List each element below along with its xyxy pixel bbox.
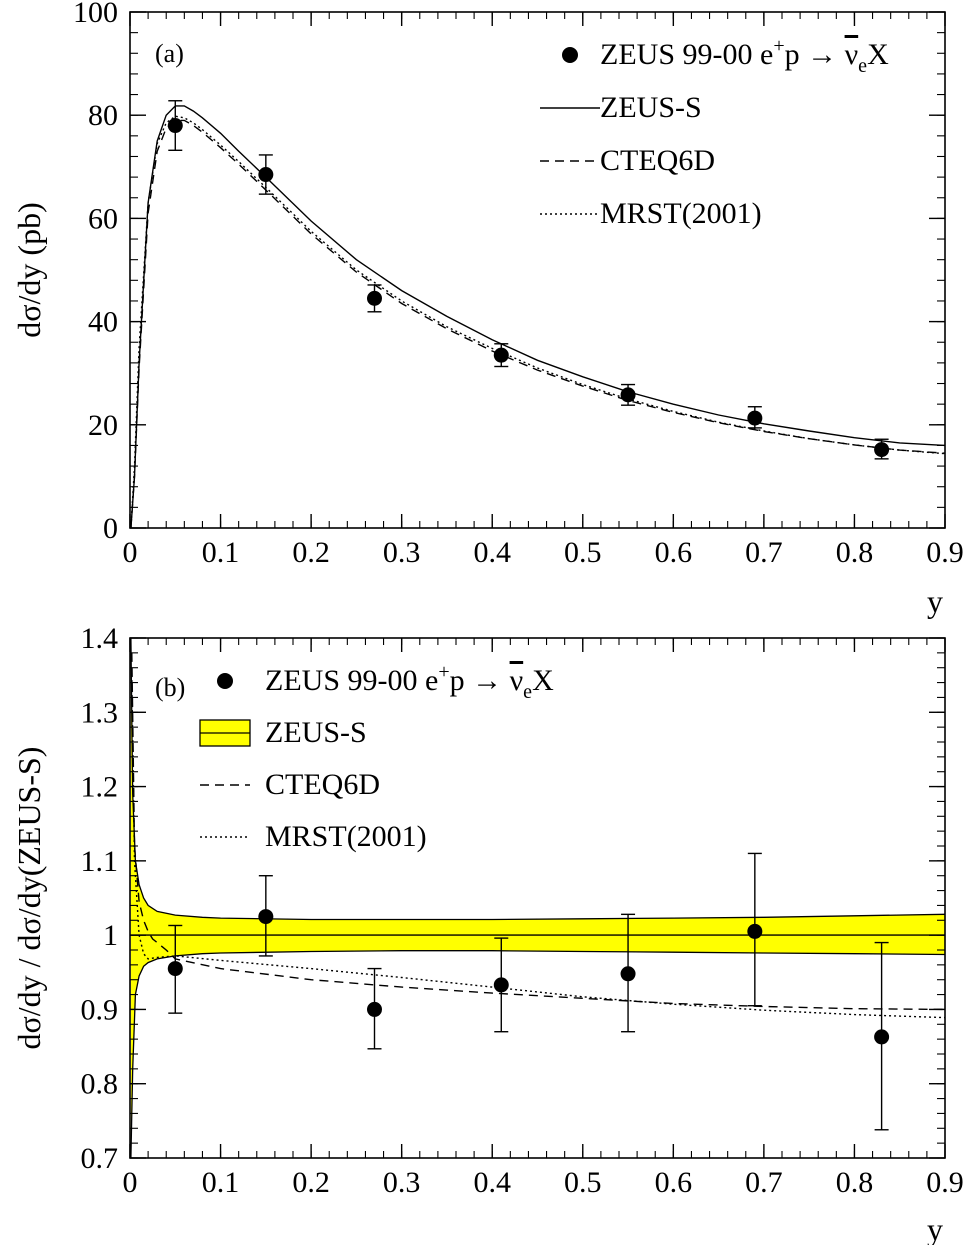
x-tick-label: 0.6 <box>655 536 693 569</box>
data-point <box>747 923 763 939</box>
legend-entry: CTEQ6D <box>200 768 380 801</box>
y-tick-label: 1 <box>103 919 118 952</box>
x-tick-label: 0.5 <box>564 536 602 569</box>
legend-label-part: ν <box>845 38 859 71</box>
legend-label: ZEUS 99-00 e+p → νeX <box>600 35 889 77</box>
band-lower-edge <box>130 950 945 1158</box>
data-point <box>874 442 890 458</box>
x-tick-label: 0.4 <box>473 1166 511 1199</box>
x-tick-label: 0.6 <box>655 1166 693 1199</box>
data-point <box>167 961 183 977</box>
y-tick-label: 80 <box>88 99 118 132</box>
x-axis-label: y <box>927 1211 943 1245</box>
panel-label: (b) <box>155 673 185 702</box>
y-tick-label: 1.1 <box>81 845 119 878</box>
legend-entry: ZEUS-S <box>540 91 702 124</box>
x-tick-label: 0.3 <box>383 536 421 569</box>
legend-label: CTEQ6D <box>265 768 380 801</box>
y-tick-label: 40 <box>88 306 118 339</box>
legend-label-part: p → <box>450 664 510 697</box>
y-tick-label: 1.2 <box>81 771 119 804</box>
x-tick-label: 0.7 <box>745 1166 783 1199</box>
series-line-zeus-s <box>130 105 945 528</box>
y-tick-label: 0.7 <box>81 1142 119 1175</box>
x-tick-label: 0.2 <box>292 536 330 569</box>
legend-label-part: X <box>867 38 889 71</box>
x-tick-label: 0 <box>123 1166 138 1199</box>
data-point <box>258 167 274 183</box>
x-tick-label: 0.8 <box>836 536 874 569</box>
data-point <box>258 909 274 925</box>
legend-label-part: e <box>523 681 532 703</box>
legend-label-part: ν <box>510 664 524 697</box>
y-axis-label: dσ/dy / dσ/dy(ZEUS-S) <box>11 747 47 1050</box>
series-line-mrst-2001- <box>131 675 945 1019</box>
y-tick-label: 0.8 <box>81 1068 119 1101</box>
panel-a: 0 0.1 0.2 0.3 0.4 0.5 0.6 0.7 0.8 0.9 0 20 40 60 80 100… <box>11 0 964 619</box>
legend-entry: CTEQ6D <box>540 144 715 177</box>
legend-label-part: e <box>858 55 867 77</box>
x-axis-label: y <box>927 583 943 619</box>
zeus-s-band <box>130 638 945 1158</box>
legend-label-part: + <box>773 35 784 57</box>
x-tick-label: 0.7 <box>745 536 783 569</box>
x-tick-label: 0 <box>123 536 138 569</box>
y-tick-label: 60 <box>88 202 118 235</box>
y-tick-label: 20 <box>88 409 118 442</box>
y-tick-label: 1.4 <box>81 622 119 655</box>
y-axis-label: dσ/dy (pb) <box>11 202 47 337</box>
legend-entry: ZEUS 99-00 e+p → νeX <box>217 661 554 703</box>
data-point <box>874 1029 890 1045</box>
x-tick-label: 0.9 <box>926 1166 964 1199</box>
x-tick-label: 0.1 <box>202 1166 240 1199</box>
legend-label: MRST(2001) <box>600 197 762 230</box>
legend-point-marker <box>562 47 578 63</box>
legend-label: CTEQ6D <box>600 144 715 177</box>
legend-label-part: ZEUS 99-00 e <box>600 38 773 71</box>
legend-label: ZEUS 99-00 e+p → νeX <box>265 661 554 703</box>
data-point <box>167 118 183 134</box>
data-point <box>367 1001 382 1017</box>
panel-b: 0 0.1 0.2 0.3 0.4 0.5 0.6 0.7 0.8 0.9 0.7 0.8 0.9 1 1.… <box>11 622 964 1245</box>
plot-area <box>130 105 945 528</box>
legend-label-part: X <box>532 664 554 697</box>
plot-area <box>130 638 945 1158</box>
legend-entry: MRST(2001) <box>540 197 762 230</box>
legend-entry: MRST(2001) <box>200 820 427 853</box>
x-tick-label: 0.3 <box>383 1166 421 1199</box>
x-tick-label: 0.2 <box>292 1166 330 1199</box>
y-tick-label: 1.3 <box>81 696 119 729</box>
plot-frame <box>129 11 946 529</box>
legend-label: ZEUS-S <box>265 716 367 749</box>
band-upper-edge <box>130 638 945 921</box>
legend-label-part: + <box>438 661 449 683</box>
y-tick-label: 0.9 <box>81 993 119 1026</box>
data-point <box>620 387 636 403</box>
x-tick-label: 0.8 <box>836 1166 874 1199</box>
x-tick-label: 0.9 <box>926 536 964 569</box>
data-point <box>493 347 509 363</box>
data-point <box>493 977 509 993</box>
y-tick-label: 100 <box>73 0 118 29</box>
x-tick-label: 0.1 <box>202 536 240 569</box>
series-line-cteq6d <box>131 652 945 1011</box>
legend-entry: ZEUS 99-00 e+p → νeX <box>562 35 889 77</box>
plot-frame <box>129 637 946 1159</box>
legend-entry: ZEUS-S <box>199 716 367 749</box>
series-line-cteq6d <box>130 119 945 528</box>
legend-label: MRST(2001) <box>265 820 427 853</box>
panel-label: (a) <box>155 39 184 68</box>
legend-label-part: ZEUS 99-00 e <box>265 664 438 697</box>
legend-label: ZEUS-S <box>600 91 702 124</box>
x-tick-label: 0.5 <box>564 1166 602 1199</box>
legend-label-part: p → <box>785 38 845 71</box>
data-point <box>367 290 382 306</box>
series-line-mrst-2001- <box>130 115 945 528</box>
x-tick-label: 0.4 <box>473 536 511 569</box>
data-point <box>747 410 763 426</box>
legend-point-marker <box>217 673 233 689</box>
data-point <box>620 966 636 982</box>
y-tick-label: 0 <box>103 512 118 545</box>
